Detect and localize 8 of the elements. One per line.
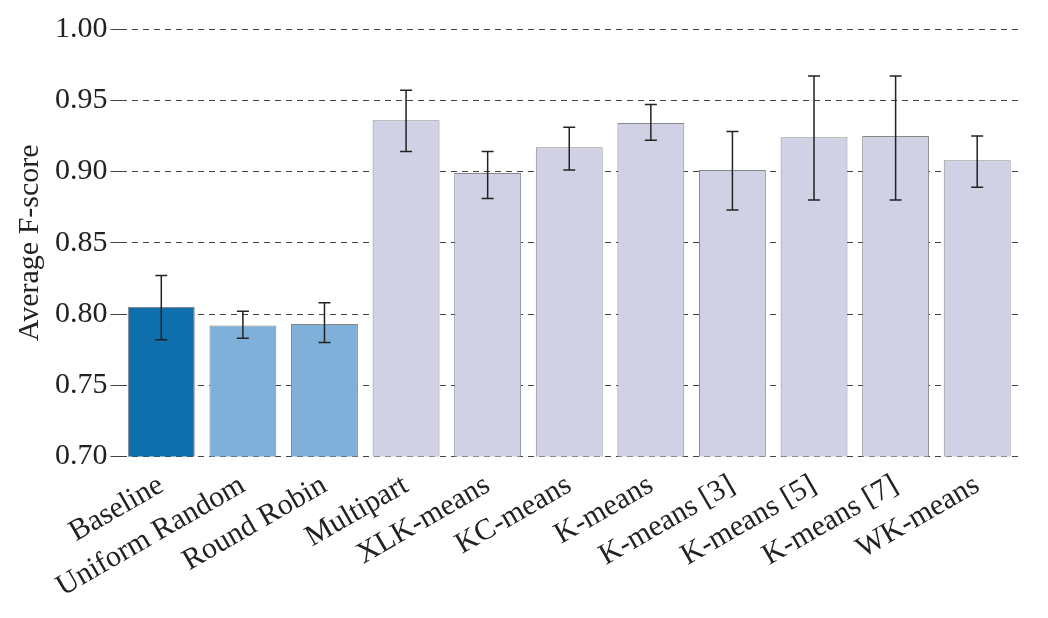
y-tick-label: 0.75 (55, 366, 108, 400)
y-tick-label: 0.85 (55, 223, 108, 257)
y-tick-label: 0.80 (55, 294, 108, 328)
y-tick-label: 1.00 (55, 9, 108, 43)
y-axis-title: Average F-score (10, 144, 44, 342)
y-tick-label: 0.90 (55, 152, 108, 186)
y-tick-label: 0.70 (55, 437, 108, 471)
y-tick-label: 0.95 (55, 81, 108, 115)
